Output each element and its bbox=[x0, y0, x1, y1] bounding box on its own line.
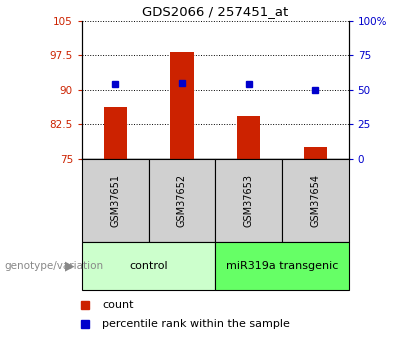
Bar bbox=[304, 147, 327, 159]
Text: GSM37654: GSM37654 bbox=[310, 174, 320, 227]
Bar bbox=[82, 159, 149, 242]
Text: GSM37653: GSM37653 bbox=[244, 174, 254, 227]
Bar bbox=[215, 241, 349, 290]
Title: GDS2066 / 257451_at: GDS2066 / 257451_at bbox=[142, 5, 289, 18]
Text: control: control bbox=[129, 261, 168, 270]
Bar bbox=[282, 159, 349, 242]
Text: count: count bbox=[102, 300, 134, 310]
Bar bbox=[149, 159, 215, 242]
Bar bbox=[104, 107, 127, 159]
Text: GSM37652: GSM37652 bbox=[177, 174, 187, 227]
Text: ▶: ▶ bbox=[65, 259, 75, 272]
Text: percentile rank within the sample: percentile rank within the sample bbox=[102, 319, 290, 329]
Bar bbox=[82, 241, 215, 290]
Text: miR319a transgenic: miR319a transgenic bbox=[226, 261, 338, 270]
Text: genotype/variation: genotype/variation bbox=[4, 261, 103, 270]
Bar bbox=[215, 159, 282, 242]
Bar bbox=[170, 51, 194, 159]
Bar bbox=[237, 116, 260, 159]
Text: GSM37651: GSM37651 bbox=[110, 174, 120, 227]
